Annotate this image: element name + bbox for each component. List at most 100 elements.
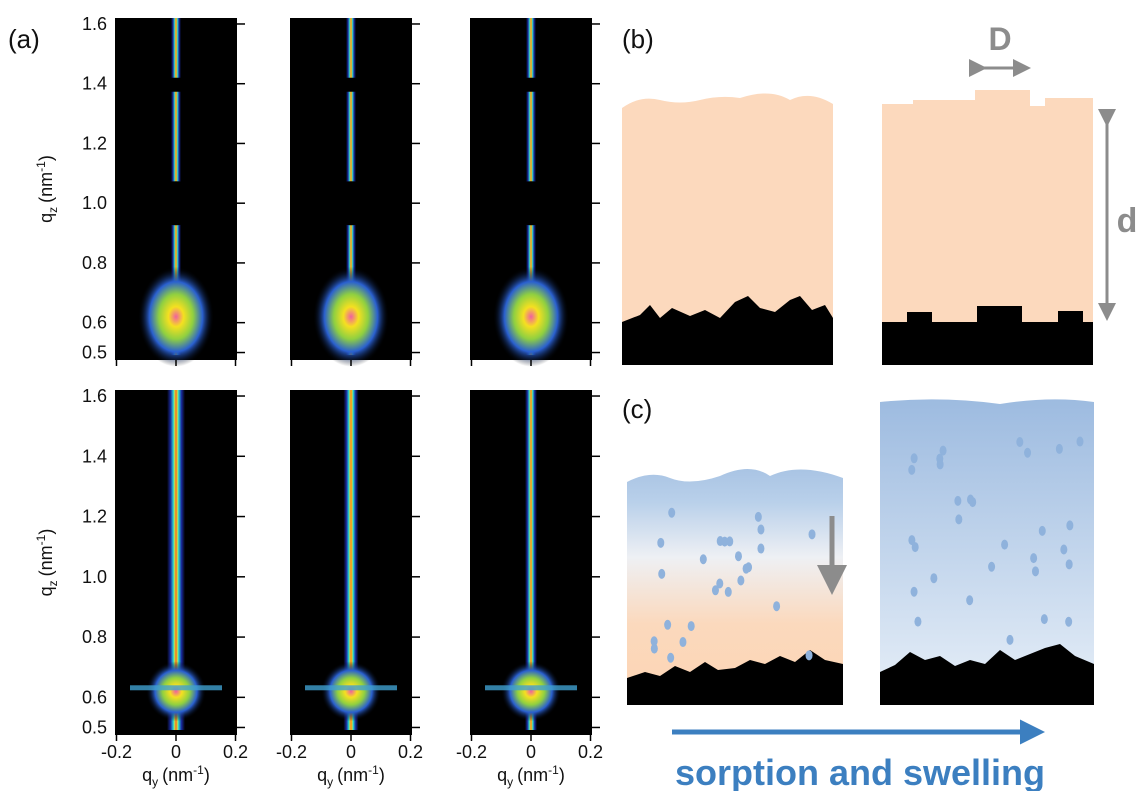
specular-peak	[501, 661, 561, 722]
y-tick-label: 1.4	[82, 74, 107, 94]
droplet	[745, 562, 753, 573]
x-axis-label-part: q	[497, 765, 507, 785]
x-axis-label-part: (nm	[337, 765, 368, 785]
droplet	[1024, 447, 1032, 458]
y-tick-label: 1.6	[82, 14, 107, 34]
specular-peak	[313, 266, 389, 367]
y-tick-label: 1.0	[82, 193, 107, 213]
x-tick-label: -0.2	[101, 742, 132, 762]
droplet	[716, 578, 724, 589]
droplet	[955, 514, 963, 525]
droplet	[724, 586, 732, 597]
x-axis-label-part: )	[559, 765, 565, 785]
y-axis-label-part: (nm	[36, 545, 56, 576]
x-axis-label-part: (nm	[162, 765, 193, 785]
droplet	[966, 595, 974, 606]
droplet	[726, 536, 734, 547]
x-axis-label: qy (nm-1)	[317, 763, 385, 789]
beamstop	[148, 181, 204, 226]
x-tick-label: 0	[526, 742, 536, 762]
detector-gap	[495, 77, 567, 92]
x-axis-label-part: -1	[368, 763, 379, 777]
lateral-label: D	[988, 21, 1011, 57]
panel-label: (a)	[8, 24, 40, 54]
y-tick-label: 1.6	[82, 386, 107, 406]
droplet	[650, 636, 658, 647]
x-axis-label: qy (nm-1)	[497, 763, 565, 789]
droplet	[1040, 614, 1048, 625]
beamstop	[503, 181, 559, 226]
y-tick-label: 1.4	[82, 446, 107, 466]
y-axis-label-part: )	[36, 529, 56, 535]
y-tick-label: 0.8	[82, 253, 107, 273]
droplet	[650, 643, 658, 654]
y-tick-label: 0.5	[82, 343, 107, 363]
beamstop	[323, 181, 379, 226]
specular-peak	[146, 661, 206, 722]
thickness-label: d	[1117, 202, 1138, 240]
y-axis-label-part: -1	[34, 534, 48, 545]
y-axis-label-part: (nm	[36, 172, 56, 203]
droplet	[773, 601, 781, 612]
droplet	[911, 542, 919, 553]
droplet	[910, 453, 918, 464]
x-axis-label-part: y	[507, 775, 513, 789]
droplet	[1065, 616, 1073, 627]
x-tick-label: 0	[171, 742, 181, 762]
yoneda-band	[130, 685, 222, 691]
scattering-rod	[167, 390, 185, 730]
droplet	[908, 464, 916, 475]
y-axis-label-part: q	[36, 586, 56, 596]
specular-peak	[493, 266, 569, 367]
y-tick-label: 1.2	[82, 133, 107, 153]
droplet	[808, 529, 816, 540]
droplet	[1031, 566, 1039, 577]
panel-label: (b)	[622, 24, 654, 54]
yoneda-band	[305, 685, 397, 691]
y-axis-label-part: z	[46, 580, 60, 586]
x-axis-label-part: )	[379, 765, 385, 785]
droplet	[1066, 520, 1074, 531]
droplet	[914, 616, 922, 627]
droplet	[658, 568, 666, 579]
panel-label: (c)	[622, 394, 652, 424]
x-tick-label: 0.2	[223, 742, 248, 762]
y-tick-label: 1.0	[82, 567, 107, 587]
droplet	[805, 650, 813, 661]
droplet	[954, 495, 962, 506]
droplet	[1055, 443, 1063, 454]
droplet	[1038, 525, 1046, 536]
y-axis-label-part: q	[36, 213, 56, 223]
droplet	[721, 536, 729, 547]
detector-gap	[140, 77, 212, 92]
droplet	[1076, 436, 1084, 447]
droplet	[711, 585, 719, 596]
y-axis-label: qz (nm-1)	[34, 529, 60, 597]
specular-peak	[321, 661, 381, 722]
x-axis-label-part: q	[317, 765, 327, 785]
y-axis-label: qz (nm-1)	[34, 155, 60, 223]
droplet	[687, 621, 695, 632]
yoneda-band	[485, 685, 577, 691]
droplet	[664, 619, 672, 630]
x-axis-label-part: )	[204, 765, 210, 785]
x-axis-label-part: y	[327, 775, 333, 789]
droplet	[679, 637, 687, 648]
x-tick-label: 0.2	[398, 742, 423, 762]
droplet	[939, 445, 947, 456]
y-tick-label: 1.2	[82, 507, 107, 527]
y-tick-label: 0.8	[82, 627, 107, 647]
x-axis-label-part: q	[142, 765, 152, 785]
droplet	[757, 524, 765, 535]
specular-peak	[138, 266, 214, 367]
droplet	[967, 494, 975, 505]
y-tick-label: 0.6	[82, 313, 107, 333]
x-tick-label: 0.2	[578, 742, 603, 762]
droplet	[1006, 634, 1014, 645]
droplet	[668, 507, 676, 518]
droplet	[1016, 437, 1024, 448]
droplet	[657, 537, 665, 548]
y-axis-label-part: )	[36, 155, 56, 161]
y-axis-label-part: -1	[34, 161, 48, 172]
